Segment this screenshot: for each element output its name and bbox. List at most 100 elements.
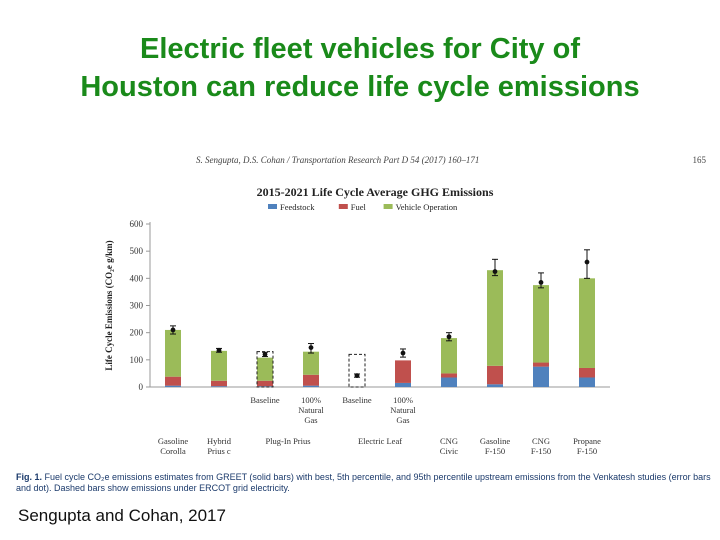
category-sublabel: Baseline: [342, 395, 371, 405]
bar-feedstock: [441, 377, 457, 387]
bar-fuel: [487, 365, 503, 385]
bar-fuel: [165, 376, 181, 386]
error-best-dot: [446, 334, 452, 340]
category-sublabel-line: Natural: [390, 405, 416, 415]
bar-feedstock: [257, 386, 273, 387]
slide-title-line1: Electric fleet vehicles for City of: [140, 33, 580, 65]
error-best-dot: [538, 280, 544, 285]
group-label: Gasoline Corolla: [158, 436, 188, 456]
y-tick-label: 600: [130, 219, 144, 229]
y-tick-label: 200: [130, 328, 144, 338]
category-sublabel-line: 100%: [301, 395, 321, 405]
legend-label-vehicle-operation: Vehicle Operation: [396, 202, 458, 212]
chart-error-bars: [170, 249, 590, 378]
category-sublabel: 100% Natural Gas: [390, 395, 416, 425]
bar-fuel: [211, 380, 227, 387]
group-label: Propane F-150: [573, 436, 601, 456]
legend-swatch-fuel: [338, 204, 348, 209]
error-best-dot: [308, 345, 314, 351]
error-best-dot: [584, 259, 590, 265]
bar-fuel: [533, 362, 549, 367]
group-label: CNG F-150: [531, 436, 551, 456]
group-label-line: Gasoline: [480, 436, 510, 446]
error-best-dot: [262, 352, 268, 357]
chart-legend: Feedstock Fuel Vehicle Operation: [268, 202, 458, 212]
bar-feedstock: [211, 386, 227, 387]
bar-feedstock: [395, 382, 411, 387]
group-label-line: Plug-In Prius: [265, 436, 310, 446]
group-label-line: F-150: [485, 446, 505, 456]
bar-fuel: [257, 380, 273, 387]
bar-vehicle-operation: [257, 357, 273, 381]
category-sublabel: Baseline: [250, 395, 279, 405]
category-sublabel: 100% Natural Gas: [298, 395, 324, 425]
category-sublabel-line: Gas: [396, 415, 409, 425]
error-best-dot: [400, 350, 406, 356]
bar-vehicle-operation: [533, 285, 549, 363]
figure-caption: Fig. 1. Fuel cycle CO₂e emissions estima…: [16, 472, 716, 494]
y-tick-label: 100: [130, 355, 144, 365]
group-label: CNG Civic: [440, 436, 459, 456]
group-label-line: Corolla: [160, 446, 186, 456]
slide-title: Electric fleet vehicles for City of Hous…: [0, 30, 720, 106]
bar-vehicle-operation: [165, 329, 181, 377]
group-label: Hybrid Prius c: [207, 436, 232, 456]
dashed-bar-ercot: [348, 353, 366, 388]
legend-swatch-vehicle-operation: [383, 204, 393, 209]
y-tick-label: 0: [139, 382, 144, 392]
bar-fuel: [441, 373, 457, 378]
legend-label-fuel: Fuel: [351, 202, 367, 212]
group-label-line: CNG: [532, 436, 550, 446]
category-sublabel-line: Gas: [304, 415, 317, 425]
dashed-bar-ercot: [256, 351, 274, 388]
group-label: Electric Leaf: [358, 436, 402, 446]
group-label-line: Prius c: [207, 446, 231, 456]
ghg-emissions-chart: 2015-2021 Life Cycle Average GHG Emissio…: [104, 185, 610, 456]
bar-fuel: [303, 374, 319, 386]
error-best-dot: [354, 373, 360, 378]
error-best-dot: [216, 347, 222, 353]
group-label-line: Gasoline: [158, 436, 188, 446]
category-sublabel-line: Baseline: [250, 395, 279, 405]
bar-vehicle-operation: [487, 270, 503, 366]
bar-feedstock: [165, 385, 181, 387]
error-best-dot: [492, 269, 498, 274]
y-tick-label: 400: [130, 273, 144, 283]
slide-title-line2: Houston can reduce life cycle emissions: [80, 71, 640, 103]
bar-vehicle-operation: [303, 351, 319, 375]
group-label-line: Propane: [573, 436, 601, 446]
category-sublabel-line: 100%: [393, 395, 413, 405]
bar-fuel: [395, 360, 411, 383]
group-label-line: CNG: [440, 436, 458, 446]
figure-header-citation: S. Sengupta, D.S. Cohan / Transportation…: [196, 155, 480, 165]
bar-feedstock: [487, 384, 503, 387]
bar-fuel: [579, 367, 595, 378]
figure-page-number: 165: [692, 155, 707, 165]
bar-feedstock: [303, 385, 319, 387]
bar-vehicle-operation: [211, 350, 227, 381]
category-sublabel-line: Baseline: [342, 395, 371, 405]
legend-label-feedstock: Feedstock: [280, 202, 315, 212]
y-tick-label: 300: [130, 301, 144, 311]
chart-title: 2015-2021 Life Cycle Average GHG Emissio…: [257, 185, 494, 199]
y-axis-label: Life Cycle Emissions (CO₂e g/km): [104, 240, 114, 370]
source-citation: Sengupta and Cohan, 2017: [18, 506, 226, 525]
figure-running-header: S. Sengupta, D.S. Cohan / Transportation…: [196, 155, 706, 169]
group-label: Gasoline F-150: [480, 436, 510, 456]
caption-text: Fuel cycle CO₂e emissions estimates from…: [16, 472, 711, 493]
bar-vehicle-operation: [579, 278, 595, 368]
group-label-line: F-150: [531, 446, 551, 456]
bar-feedstock: [579, 377, 595, 387]
group-label-line: Hybrid: [207, 436, 232, 446]
y-tick-label: 500: [130, 246, 144, 256]
group-label: Plug-In Prius: [265, 436, 310, 446]
caption-label: Fig. 1.: [16, 472, 43, 482]
group-label-line: Electric Leaf: [358, 436, 402, 446]
legend-swatch-feedstock: [268, 204, 277, 209]
error-best-dot: [170, 327, 176, 333]
bar-vehicle-operation: [441, 338, 457, 374]
group-label-line: F-150: [577, 446, 597, 456]
group-label-line: Civic: [440, 446, 459, 456]
bar-feedstock: [533, 366, 549, 387]
